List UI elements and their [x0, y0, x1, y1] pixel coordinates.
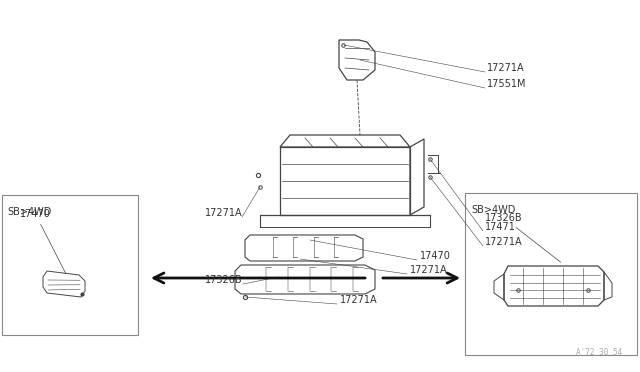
Text: 17470: 17470 — [20, 209, 66, 273]
Text: 17271A: 17271A — [487, 63, 525, 73]
Text: 17271A: 17271A — [340, 295, 378, 305]
Text: SB>4WD: SB>4WD — [471, 205, 515, 215]
Text: 17551M: 17551M — [487, 79, 527, 89]
Text: SB>4WD: SB>4WD — [7, 207, 51, 217]
Text: 17271A: 17271A — [485, 237, 523, 247]
Text: 17471: 17471 — [485, 222, 516, 232]
Text: 17470: 17470 — [420, 251, 451, 261]
Text: 17271A: 17271A — [410, 265, 447, 275]
Bar — [2, 195, 138, 335]
Bar — [465, 193, 637, 355]
Text: A'72 30 54: A'72 30 54 — [576, 348, 622, 357]
Text: 17271A: 17271A — [205, 208, 243, 218]
Text: 17326B: 17326B — [205, 275, 243, 285]
Text: 17326B: 17326B — [485, 213, 561, 262]
